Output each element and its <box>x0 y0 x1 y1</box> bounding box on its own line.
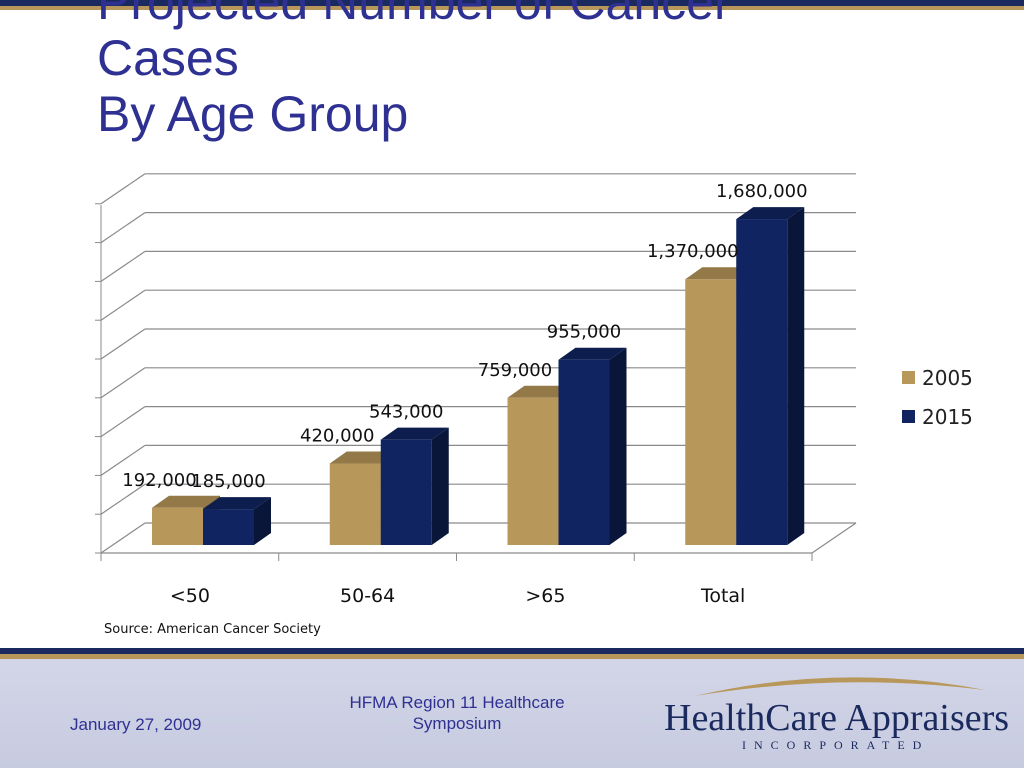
legend-label-2015: 2015 <box>922 404 973 429</box>
data-label-2005-2: 759,000 <box>478 360 552 381</box>
bar-2015-3 <box>736 207 805 545</box>
footer <box>0 648 1024 768</box>
bar-2015-1 <box>380 427 449 545</box>
data-label-2005-0: 192,000 <box>122 470 196 491</box>
footer-navy-rule <box>0 648 1024 654</box>
footer-event-title: HFMA Region 11 Healthcare Symposium <box>349 693 565 733</box>
top-gold-rule <box>0 6 1024 10</box>
slide-title-line-1: Projected Number of Cancer <box>97 0 731 30</box>
legend-label-2005: 2005 <box>922 365 973 390</box>
logo-swoosh-icon <box>695 677 985 696</box>
legend-swatch-2005 <box>902 371 915 384</box>
data-label-2015-2: 955,000 <box>547 322 621 343</box>
data-label-2015-1: 543,000 <box>369 402 443 423</box>
x-tick-label-1: 50-64 <box>340 585 395 607</box>
x-tick-label-3: Total <box>700 585 745 607</box>
bar-2015-2 <box>558 347 627 545</box>
x-tick-label-0: <50 <box>170 585 210 607</box>
legend-swatch-2015 <box>902 410 915 423</box>
footer-gold-rule <box>0 654 1024 659</box>
chart-x-axis: <50 50-64 >65 Total <box>100 552 813 607</box>
slide-title: Projected Number of Cancer Cases By Age … <box>97 0 997 142</box>
logo-name: HealthCare Appraisers <box>664 697 1010 739</box>
top-navy-rule <box>0 0 1024 6</box>
data-label-2005-1: 420,000 <box>300 426 374 447</box>
data-label-2015-0: 185,000 <box>191 471 265 492</box>
data-label-2005-3: 1,370,000 <box>647 241 739 262</box>
chart-bars <box>152 207 805 545</box>
source-note: Source: American Cancer Society <box>104 622 321 637</box>
slide-title-line-2: Cases <box>97 30 239 86</box>
bar-2015-0 <box>203 497 271 545</box>
footer-date: January 27, 2009 <box>70 715 202 734</box>
legend-item-2005: 2005 <box>902 358 973 397</box>
logo-subtitle: INCORPORATED <box>742 738 930 752</box>
data-label-2015-3: 1,680,000 <box>716 181 808 202</box>
slide-title-line-3: By Age Group <box>97 86 409 142</box>
company-logo: HealthCare Appraisers INCORPORATED <box>650 670 1020 760</box>
legend-item-2015: 2015 <box>902 397 973 436</box>
chart-legend: 2005 2015 <box>902 358 973 436</box>
x-tick-label-2: >65 <box>525 585 565 607</box>
